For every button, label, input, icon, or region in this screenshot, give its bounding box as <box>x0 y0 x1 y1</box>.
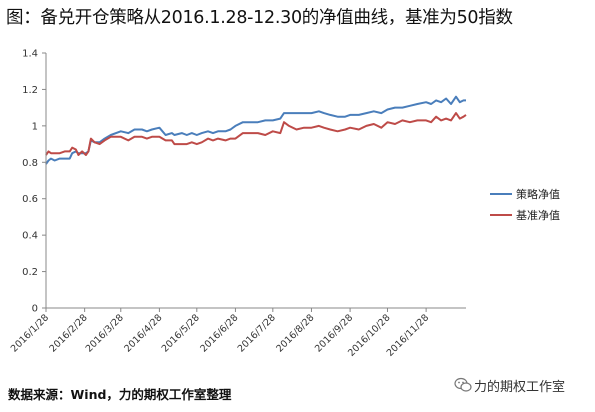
legend-label: 策略净值 <box>516 187 560 201</box>
source-note: 数据来源：Wind，力的期权工作室整理 <box>8 387 232 402</box>
x-tick-label: 2016/1/28 <box>9 312 51 354</box>
x-tick-label: 2016/7/28 <box>236 312 278 354</box>
x-tick-label: 2016/5/28 <box>160 312 202 354</box>
y-tick-label: 1.2 <box>22 85 38 96</box>
series-line-2 <box>45 112 467 156</box>
x-tick-label: 2016/4/28 <box>122 312 164 354</box>
plot-area <box>45 95 467 165</box>
x-tick-label: 2016/3/28 <box>84 312 126 354</box>
y-tick-label: 0.6 <box>22 194 38 205</box>
y-tick-label: 0.4 <box>22 231 38 242</box>
y-tick-label: 1 <box>32 121 38 132</box>
y-axis-ticks: 0 0.2 0.4 0.6 0.8 1 1.2 1.4 <box>22 49 46 315</box>
x-tick-label: 2016/8/28 <box>274 312 316 354</box>
x-tick-label: 2016/2/28 <box>48 312 90 354</box>
y-tick-label: 1.4 <box>22 49 38 60</box>
page-title: 图：备兑开仓策略从2016.1.28-12.30的净值曲线，基准为50指数 <box>6 8 513 28</box>
y-tick-label: 0.2 <box>22 267 38 278</box>
legend-label: 基准净值 <box>516 208 560 222</box>
wechat-icon <box>454 377 472 392</box>
x-axis-ticks: 2016/1/282016/2/282016/3/282016/4/282016… <box>9 308 431 359</box>
y-tick-label: 0.8 <box>22 158 38 169</box>
brand-name: 力的期权工作室 <box>474 380 566 395</box>
series-line-1 <box>45 95 466 165</box>
y-tick-label: 0 <box>32 304 38 315</box>
x-tick-label: 2016/6/28 <box>198 312 240 354</box>
